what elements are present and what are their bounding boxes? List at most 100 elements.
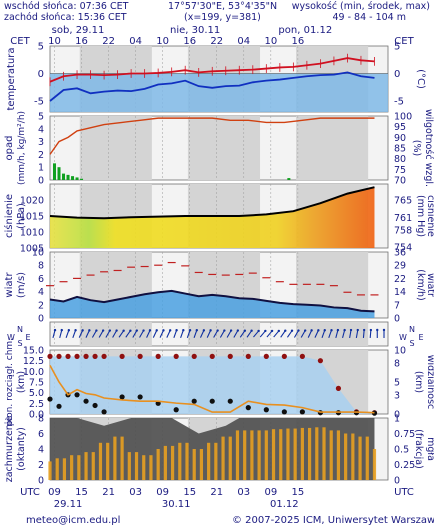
fog-bar-38 bbox=[322, 427, 326, 480]
wind-arrow-26 bbox=[226, 330, 232, 338]
fog-ytick-1: 0.75 bbox=[394, 429, 415, 440]
cloud-base-dot-3 bbox=[74, 392, 80, 398]
wind-arrow-44 bbox=[349, 329, 352, 339]
wind-arrow-head-18 bbox=[175, 329, 178, 332]
vis-y2label: widzialność bbox=[425, 355, 434, 410]
compass-n-right: N bbox=[409, 325, 415, 334]
wind-arrow-head-27 bbox=[236, 329, 240, 332]
footer-email[interactable]: meteo@icm.edu.pl bbox=[26, 515, 121, 526]
top-hour-7: 04 bbox=[237, 36, 250, 47]
bottom-date-0: 29.11 bbox=[54, 499, 83, 510]
wind-arrow-head-25 bbox=[223, 329, 226, 332]
vis-ytick-2: 10.0 bbox=[23, 367, 44, 378]
cloud-ext-dot-9 bbox=[155, 353, 161, 359]
wind-arrow-head-15 bbox=[155, 329, 158, 332]
wind-y2tick-1: 29 bbox=[394, 261, 406, 272]
wind-arrow-head-28 bbox=[243, 329, 247, 332]
cloud-ext-dot-13 bbox=[227, 353, 233, 359]
wind-arrow-17 bbox=[166, 330, 171, 338]
wind-arrow-head-40 bbox=[323, 329, 326, 332]
precip-bar-3 bbox=[66, 174, 70, 180]
wind-arrow-39 bbox=[314, 330, 319, 338]
wind-arrow-head-21 bbox=[195, 329, 198, 332]
vis-ytick-0: 15.0 bbox=[23, 346, 44, 357]
compass-s-right: S bbox=[409, 339, 414, 348]
press-y2tick-0: 765 bbox=[394, 196, 412, 207]
wind-ytick-5: 0 bbox=[38, 314, 44, 325]
cloud-ext-dot-14 bbox=[245, 353, 251, 359]
night-band-4-2 bbox=[296, 322, 369, 346]
wind-arrow-head-41 bbox=[330, 329, 333, 332]
wind-arrow-21 bbox=[193, 330, 198, 338]
press-y2tick-3: 754 bbox=[394, 243, 412, 254]
cloud-ytick-2: 4 bbox=[38, 445, 44, 456]
compass-w-right: W bbox=[399, 333, 407, 342]
bottom-hour-7: 03 bbox=[237, 487, 250, 498]
wind-arrow-31 bbox=[259, 330, 266, 338]
vis-y2tick-2: 5 bbox=[394, 378, 400, 389]
sunset-text: zachód słońca: 15:36 CET bbox=[4, 12, 127, 23]
bottom-hour-3: 03 bbox=[129, 487, 142, 498]
wind-y2tick-5: 0 bbox=[394, 314, 400, 325]
top-hour-5: 16 bbox=[183, 36, 196, 47]
wind-mean-line bbox=[49, 289, 375, 313]
press-y2tick-1: 761 bbox=[394, 213, 412, 224]
vis-y2tick-0: 10 bbox=[394, 346, 406, 357]
top-day-1: nie, 30.11 bbox=[170, 25, 220, 36]
fog-bar-19 bbox=[185, 442, 189, 480]
cloud-ext-dot-1 bbox=[56, 353, 62, 359]
fog-bar-43 bbox=[358, 436, 362, 480]
wind-arrow-head-5 bbox=[88, 329, 91, 332]
fog-bar-26 bbox=[235, 430, 240, 480]
wind-arrow-24 bbox=[213, 330, 219, 338]
fog-bar-34 bbox=[293, 428, 297, 480]
wind-arrow-36 bbox=[293, 330, 299, 338]
wind-arrow-head-19 bbox=[182, 329, 185, 332]
fog-ytick-2: 0.5 bbox=[394, 445, 409, 456]
vis-y2tick-4: 0 bbox=[394, 410, 400, 421]
fog-bar-15 bbox=[156, 449, 160, 480]
precip-bar-2 bbox=[62, 173, 66, 180]
fog-bar-45 bbox=[372, 449, 377, 480]
fog-bar-17 bbox=[170, 445, 175, 480]
cloud-extent-area bbox=[50, 356, 375, 414]
fog-bar-41 bbox=[344, 433, 348, 480]
cloud-yunit: (oktanty) bbox=[16, 427, 27, 471]
cloud-base-dot-14 bbox=[245, 405, 251, 411]
wind-arrow-2 bbox=[65, 330, 70, 338]
cloud-ext-dot-10 bbox=[173, 353, 179, 359]
fog-bar-6 bbox=[91, 452, 95, 480]
fog-bar-16 bbox=[163, 445, 167, 480]
wind-arrow-0 bbox=[52, 329, 56, 339]
wind-arrow-head-4 bbox=[81, 329, 84, 332]
cloud-ext-dot-18 bbox=[317, 358, 323, 364]
dew-line bbox=[49, 71, 375, 102]
precip-ytick-1: 4 bbox=[38, 124, 44, 135]
wind-arrow-head-23 bbox=[209, 329, 212, 332]
top-hour-3: 04 bbox=[129, 36, 142, 47]
wind-arrow-6 bbox=[91, 330, 97, 338]
cloud-ext-dot-11 bbox=[191, 353, 197, 359]
wind-arrow-40 bbox=[321, 330, 326, 338]
bottom-hour-4: 09 bbox=[156, 487, 169, 498]
fog-ytick-0: 1 bbox=[394, 414, 400, 425]
wind-arrow-head-6 bbox=[95, 329, 98, 332]
press-ytick-2: 1010 bbox=[20, 228, 44, 239]
bottom-hour-8: 09 bbox=[264, 487, 277, 498]
night-band-1-0 bbox=[79, 116, 152, 180]
wind-arrow-28 bbox=[239, 330, 246, 338]
fog-bar-33 bbox=[286, 428, 290, 480]
cloud-area bbox=[50, 418, 375, 480]
wind-arrow-30 bbox=[253, 330, 260, 338]
cloud-ext-dot-3 bbox=[74, 353, 80, 359]
wind-arrow-head-2 bbox=[67, 329, 71, 332]
wind-arrow-head-9 bbox=[115, 329, 118, 332]
cloud-ext-dot-7 bbox=[119, 353, 125, 359]
fog-bar-1 bbox=[55, 458, 59, 480]
wind-arrow-head-12 bbox=[135, 329, 139, 332]
precip-ytick-0: 5 bbox=[38, 112, 44, 123]
compass-w-left: W bbox=[7, 333, 15, 342]
humid-ytick-6: 70 bbox=[394, 176, 406, 187]
fog-bar-11 bbox=[127, 452, 131, 480]
wind-arrow-14 bbox=[146, 330, 151, 338]
